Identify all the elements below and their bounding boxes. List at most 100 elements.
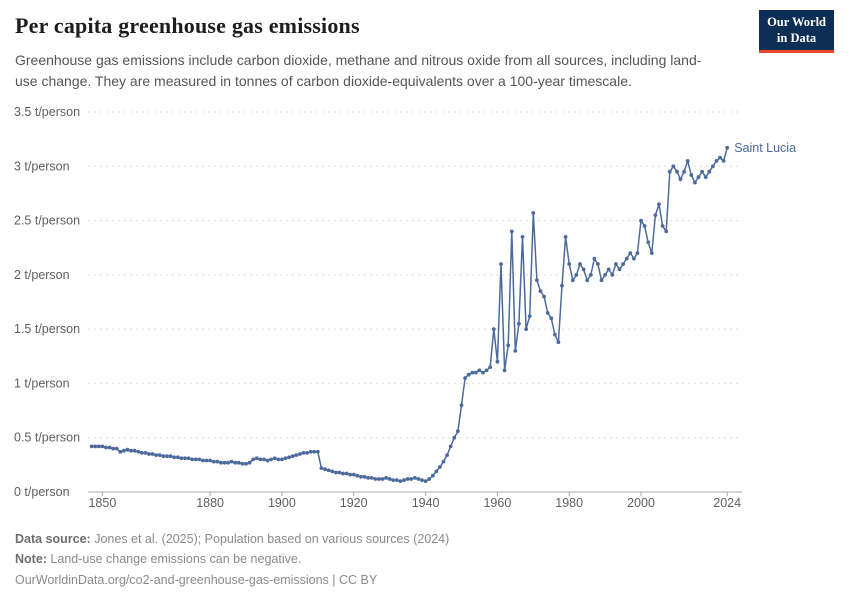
- data-point[interactable]: [499, 262, 503, 266]
- chart-svg[interactable]: 0 t/person 0.5 t/person 1 t/person 1.5 t/pe…: [0, 95, 850, 525]
- data-point[interactable]: [477, 368, 482, 373]
- data-point[interactable]: [326, 468, 331, 473]
- data-point[interactable]: [201, 458, 205, 463]
- data-point[interactable]: [538, 289, 543, 293]
- data-point[interactable]: [549, 316, 554, 321]
- data-point[interactable]: [175, 455, 180, 460]
- data-point[interactable]: [111, 446, 115, 451]
- data-point[interactable]: [197, 457, 202, 462]
- data-point[interactable]: [624, 256, 629, 261]
- data-point[interactable]: [711, 164, 715, 169]
- data-point[interactable]: [430, 473, 435, 478]
- data-point[interactable]: [204, 458, 209, 463]
- data-point[interactable]: [696, 175, 701, 179]
- data-point[interactable]: [545, 311, 550, 315]
- data-point[interactable]: [362, 474, 367, 479]
- data-point[interactable]: [154, 453, 159, 457]
- data-point[interactable]: [136, 449, 141, 454]
- data-point[interactable]: [290, 454, 295, 459]
- data-point[interactable]: [219, 460, 223, 465]
- data-point[interactable]: [172, 455, 177, 460]
- data-point[interactable]: [315, 449, 320, 454]
- data-point[interactable]: [280, 457, 284, 462]
- data-point[interactable]: [380, 477, 385, 481]
- data-point[interactable]: [606, 267, 611, 272]
- data-point[interactable]: [301, 451, 306, 455]
- data-point[interactable]: [373, 477, 378, 481]
- data-point[interactable]: [632, 256, 636, 261]
- data-point[interactable]: [621, 262, 625, 266]
- data-point[interactable]: [157, 453, 162, 457]
- data-point[interactable]: [402, 478, 406, 482]
- data-point[interactable]: [664, 229, 669, 234]
- data-point[interactable]: [667, 169, 672, 174]
- data-point[interactable]: [129, 448, 134, 453]
- data-point[interactable]: [391, 478, 396, 482]
- data-point[interactable]: [588, 273, 593, 277]
- footer-url-link[interactable]: OurWorldinData.org/co2-and-greenhouse-ga…: [15, 572, 378, 587]
- data-point[interactable]: [563, 235, 568, 239]
- data-point[interactable]: [107, 445, 112, 450]
- data-point[interactable]: [147, 452, 151, 456]
- data-point[interactable]: [319, 466, 324, 470]
- data-point[interactable]: [265, 458, 270, 463]
- data-point[interactable]: [592, 256, 597, 261]
- data-point[interactable]: [671, 164, 676, 169]
- data-point[interactable]: [251, 457, 256, 462]
- data-point[interactable]: [359, 474, 363, 479]
- data-point[interactable]: [330, 469, 335, 474]
- data-point[interactable]: [312, 449, 317, 454]
- data-point[interactable]: [617, 267, 622, 272]
- data-point[interactable]: [409, 477, 414, 481]
- data-point[interactable]: [344, 471, 349, 476]
- data-point[interactable]: [427, 477, 432, 481]
- data-point[interactable]: [599, 278, 604, 283]
- data-point[interactable]: [466, 372, 471, 377]
- data-point[interactable]: [445, 453, 449, 457]
- data-point[interactable]: [150, 452, 155, 456]
- series-line[interactable]: [90, 147, 728, 482]
- data-point[interactable]: [520, 235, 525, 239]
- data-point[interactable]: [553, 332, 557, 337]
- data-point[interactable]: [614, 262, 618, 266]
- data-point[interactable]: [215, 459, 220, 464]
- data-point[interactable]: [524, 327, 528, 331]
- data-point[interactable]: [420, 478, 424, 482]
- data-point[interactable]: [639, 218, 643, 223]
- data-point[interactable]: [258, 457, 263, 462]
- data-point[interactable]: [682, 169, 686, 174]
- data-point[interactable]: [254, 456, 259, 461]
- data-point[interactable]: [287, 455, 291, 460]
- data-point[interactable]: [355, 473, 360, 478]
- data-point[interactable]: [714, 159, 719, 163]
- data-point[interactable]: [517, 321, 521, 326]
- data-point[interactable]: [208, 458, 213, 463]
- data-point[interactable]: [240, 461, 245, 466]
- data-point[interactable]: [369, 476, 374, 480]
- data-point[interactable]: [405, 477, 410, 481]
- data-point[interactable]: [366, 476, 370, 480]
- data-point[interactable]: [244, 461, 248, 466]
- data-point[interactable]: [570, 278, 575, 283]
- data-point[interactable]: [535, 278, 539, 283]
- data-point[interactable]: [283, 456, 288, 461]
- data-point[interactable]: [186, 456, 191, 461]
- data-point[interactable]: [685, 159, 690, 163]
- data-point[interactable]: [89, 444, 94, 449]
- data-point[interactable]: [423, 479, 428, 483]
- data-point[interactable]: [603, 273, 607, 277]
- data-point[interactable]: [574, 273, 579, 277]
- data-point[interactable]: [642, 224, 647, 228]
- data-point[interactable]: [161, 454, 166, 459]
- data-point[interactable]: [481, 370, 485, 375]
- data-point[interactable]: [491, 327, 496, 331]
- data-point[interactable]: [470, 370, 475, 375]
- data-point[interactable]: [703, 175, 708, 179]
- data-point[interactable]: [707, 169, 712, 174]
- data-point[interactable]: [308, 449, 313, 454]
- data-point[interactable]: [233, 460, 238, 465]
- data-point[interactable]: [341, 471, 345, 476]
- data-point[interactable]: [596, 262, 600, 266]
- data-point[interactable]: [689, 173, 694, 177]
- data-point[interactable]: [438, 465, 442, 469]
